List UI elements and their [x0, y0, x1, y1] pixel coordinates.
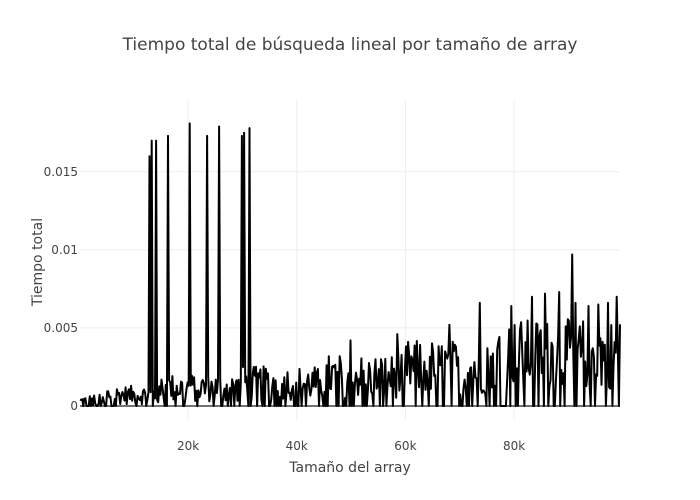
x-tick-label: 40k	[286, 439, 308, 453]
tick-labels: 20k 40k 60k 80k 0 0.005 0.01 0.015	[44, 165, 526, 453]
x-axis-title: Tamaño del array	[288, 460, 410, 476]
x-tick-label: 20k	[177, 439, 199, 453]
y-tick-label: 0.015	[44, 165, 78, 179]
x-tick-label: 60k	[394, 439, 416, 453]
y-axis-title: Tiempo total	[30, 218, 46, 307]
y-tick-label: 0.01	[51, 243, 78, 257]
series-line	[79, 122, 621, 407]
y-tick-label: 0	[70, 399, 78, 413]
series-layer	[79, 122, 621, 407]
chart-title: Tiempo total de búsqueda lineal por tama…	[122, 35, 578, 55]
y-tick-label: 0.005	[44, 321, 78, 335]
gridlines	[80, 100, 620, 420]
x-tick-label: 80k	[503, 439, 525, 453]
